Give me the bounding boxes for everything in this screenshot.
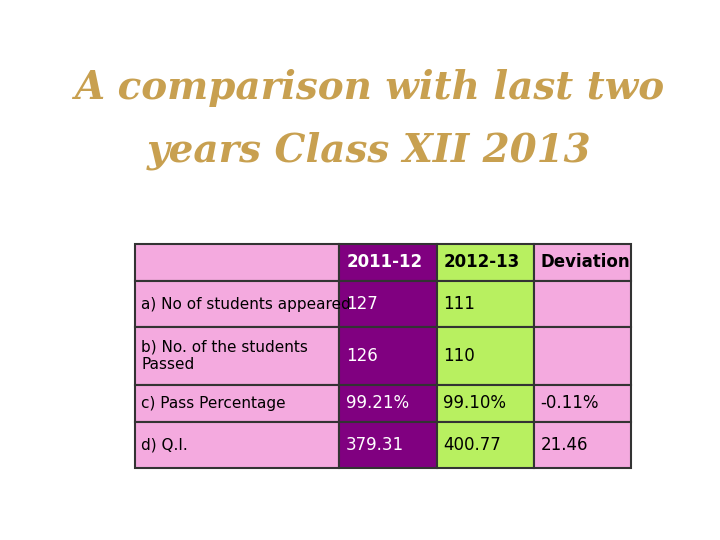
FancyBboxPatch shape bbox=[437, 244, 534, 281]
Text: 2011-12: 2011-12 bbox=[346, 253, 422, 271]
Text: years Class XII 2013: years Class XII 2013 bbox=[147, 131, 591, 170]
Text: -0.11%: -0.11% bbox=[541, 394, 599, 413]
Text: 127: 127 bbox=[346, 295, 378, 313]
FancyBboxPatch shape bbox=[339, 422, 437, 468]
FancyBboxPatch shape bbox=[339, 327, 437, 384]
Text: 111: 111 bbox=[444, 295, 475, 313]
FancyBboxPatch shape bbox=[339, 384, 437, 422]
FancyBboxPatch shape bbox=[135, 422, 339, 468]
Text: 99.21%: 99.21% bbox=[346, 394, 409, 413]
FancyBboxPatch shape bbox=[135, 327, 339, 384]
Text: Deviation: Deviation bbox=[541, 253, 630, 271]
FancyBboxPatch shape bbox=[437, 384, 534, 422]
Text: c) Pass Percentage: c) Pass Percentage bbox=[141, 396, 286, 411]
FancyBboxPatch shape bbox=[534, 327, 631, 384]
FancyBboxPatch shape bbox=[135, 281, 339, 327]
Text: b) No. of the students
Passed: b) No. of the students Passed bbox=[141, 340, 308, 372]
FancyBboxPatch shape bbox=[534, 422, 631, 468]
FancyBboxPatch shape bbox=[534, 244, 631, 281]
Text: 99.10%: 99.10% bbox=[444, 394, 506, 413]
Text: d) Q.I.: d) Q.I. bbox=[141, 437, 188, 453]
FancyBboxPatch shape bbox=[437, 327, 534, 384]
FancyBboxPatch shape bbox=[437, 422, 534, 468]
FancyBboxPatch shape bbox=[339, 281, 437, 327]
Text: 110: 110 bbox=[444, 347, 475, 365]
Text: 21.46: 21.46 bbox=[541, 436, 588, 454]
Text: 2012-13: 2012-13 bbox=[444, 253, 520, 271]
Text: a) No of students appeared: a) No of students appeared bbox=[141, 296, 351, 312]
Text: 379.31: 379.31 bbox=[346, 436, 404, 454]
FancyBboxPatch shape bbox=[339, 244, 437, 281]
FancyBboxPatch shape bbox=[135, 384, 339, 422]
FancyBboxPatch shape bbox=[534, 384, 631, 422]
FancyBboxPatch shape bbox=[437, 281, 534, 327]
FancyBboxPatch shape bbox=[135, 244, 339, 281]
Text: 126: 126 bbox=[346, 347, 378, 365]
Text: 400.77: 400.77 bbox=[444, 436, 501, 454]
FancyBboxPatch shape bbox=[534, 281, 631, 327]
Text: A comparison with last two: A comparison with last two bbox=[74, 69, 664, 107]
